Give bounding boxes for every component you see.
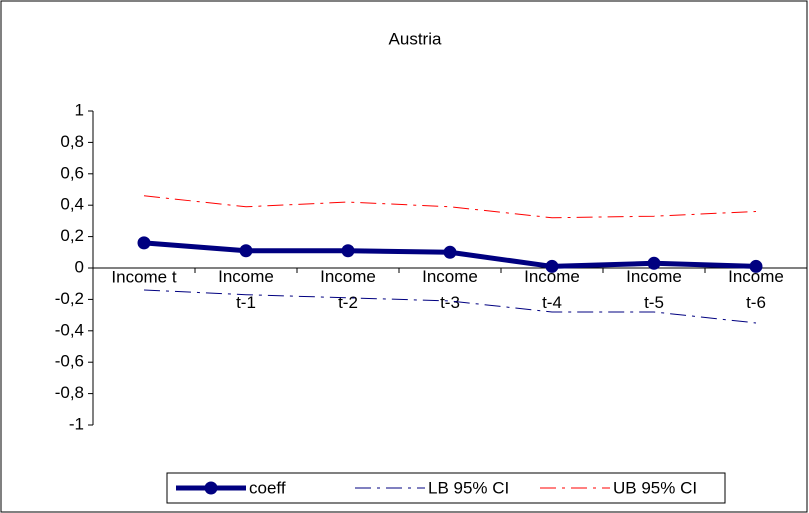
x-tick-label-line: t-3 <box>440 293 460 312</box>
y-tick-label: -0,2 <box>55 289 84 308</box>
data-point <box>545 259 559 273</box>
data-point <box>443 245 457 259</box>
legend-label: UB 95% CI <box>613 478 697 497</box>
x-tick-label: Income t-1 <box>218 267 274 312</box>
x-tick-label-line: t-4 <box>542 293 562 312</box>
y-tick-label: 0,2 <box>60 226 84 245</box>
x-tick-label-line: Income <box>422 267 478 286</box>
x-tick-label: Income t-3 <box>422 267 478 312</box>
x-tick-label-line: t-5 <box>644 293 664 312</box>
data-point <box>137 236 151 250</box>
y-tick-label: -1 <box>69 414 84 433</box>
data-point <box>341 244 355 258</box>
x-tick-label-line: t-1 <box>236 293 256 312</box>
x-tick-label: Income t <box>111 267 176 286</box>
x-tick-label-line: Income <box>728 267 784 286</box>
y-tick-label: 1 <box>75 100 84 119</box>
data-point <box>239 244 253 258</box>
legend-label: LB 95% CI <box>428 478 509 497</box>
x-tick-label-line: Income <box>524 267 580 286</box>
data-point <box>749 259 763 273</box>
legend-marker <box>204 481 218 495</box>
chart-title: Austria <box>389 29 442 48</box>
x-tick-label-line: Income <box>626 267 682 286</box>
y-tick-label: -0,6 <box>55 352 84 371</box>
y-tick-label: 0,8 <box>60 132 84 151</box>
x-tick-label: Income t-5 <box>626 267 682 312</box>
x-tick-label-line: Income <box>320 267 376 286</box>
y-tick-label: 0 <box>75 257 84 276</box>
data-point <box>647 256 661 270</box>
series-line <box>143 289 757 324</box>
y-tick-label: -0,4 <box>55 320 84 339</box>
x-tick-label-line: t-6 <box>746 293 766 312</box>
series-line <box>143 195 757 219</box>
x-tick-label: Income t-4 <box>524 267 580 312</box>
legend-label: coeff <box>249 478 286 497</box>
y-tick-label: 0,4 <box>60 195 84 214</box>
x-tick-label: Income t-6 <box>728 267 784 312</box>
x-tick-label-line: Income <box>218 267 274 286</box>
y-tick-label: -0,8 <box>55 383 84 402</box>
y-tick-label: 0,6 <box>60 163 84 182</box>
x-tick-label-line: t-2 <box>338 293 358 312</box>
legend-box <box>166 472 726 504</box>
